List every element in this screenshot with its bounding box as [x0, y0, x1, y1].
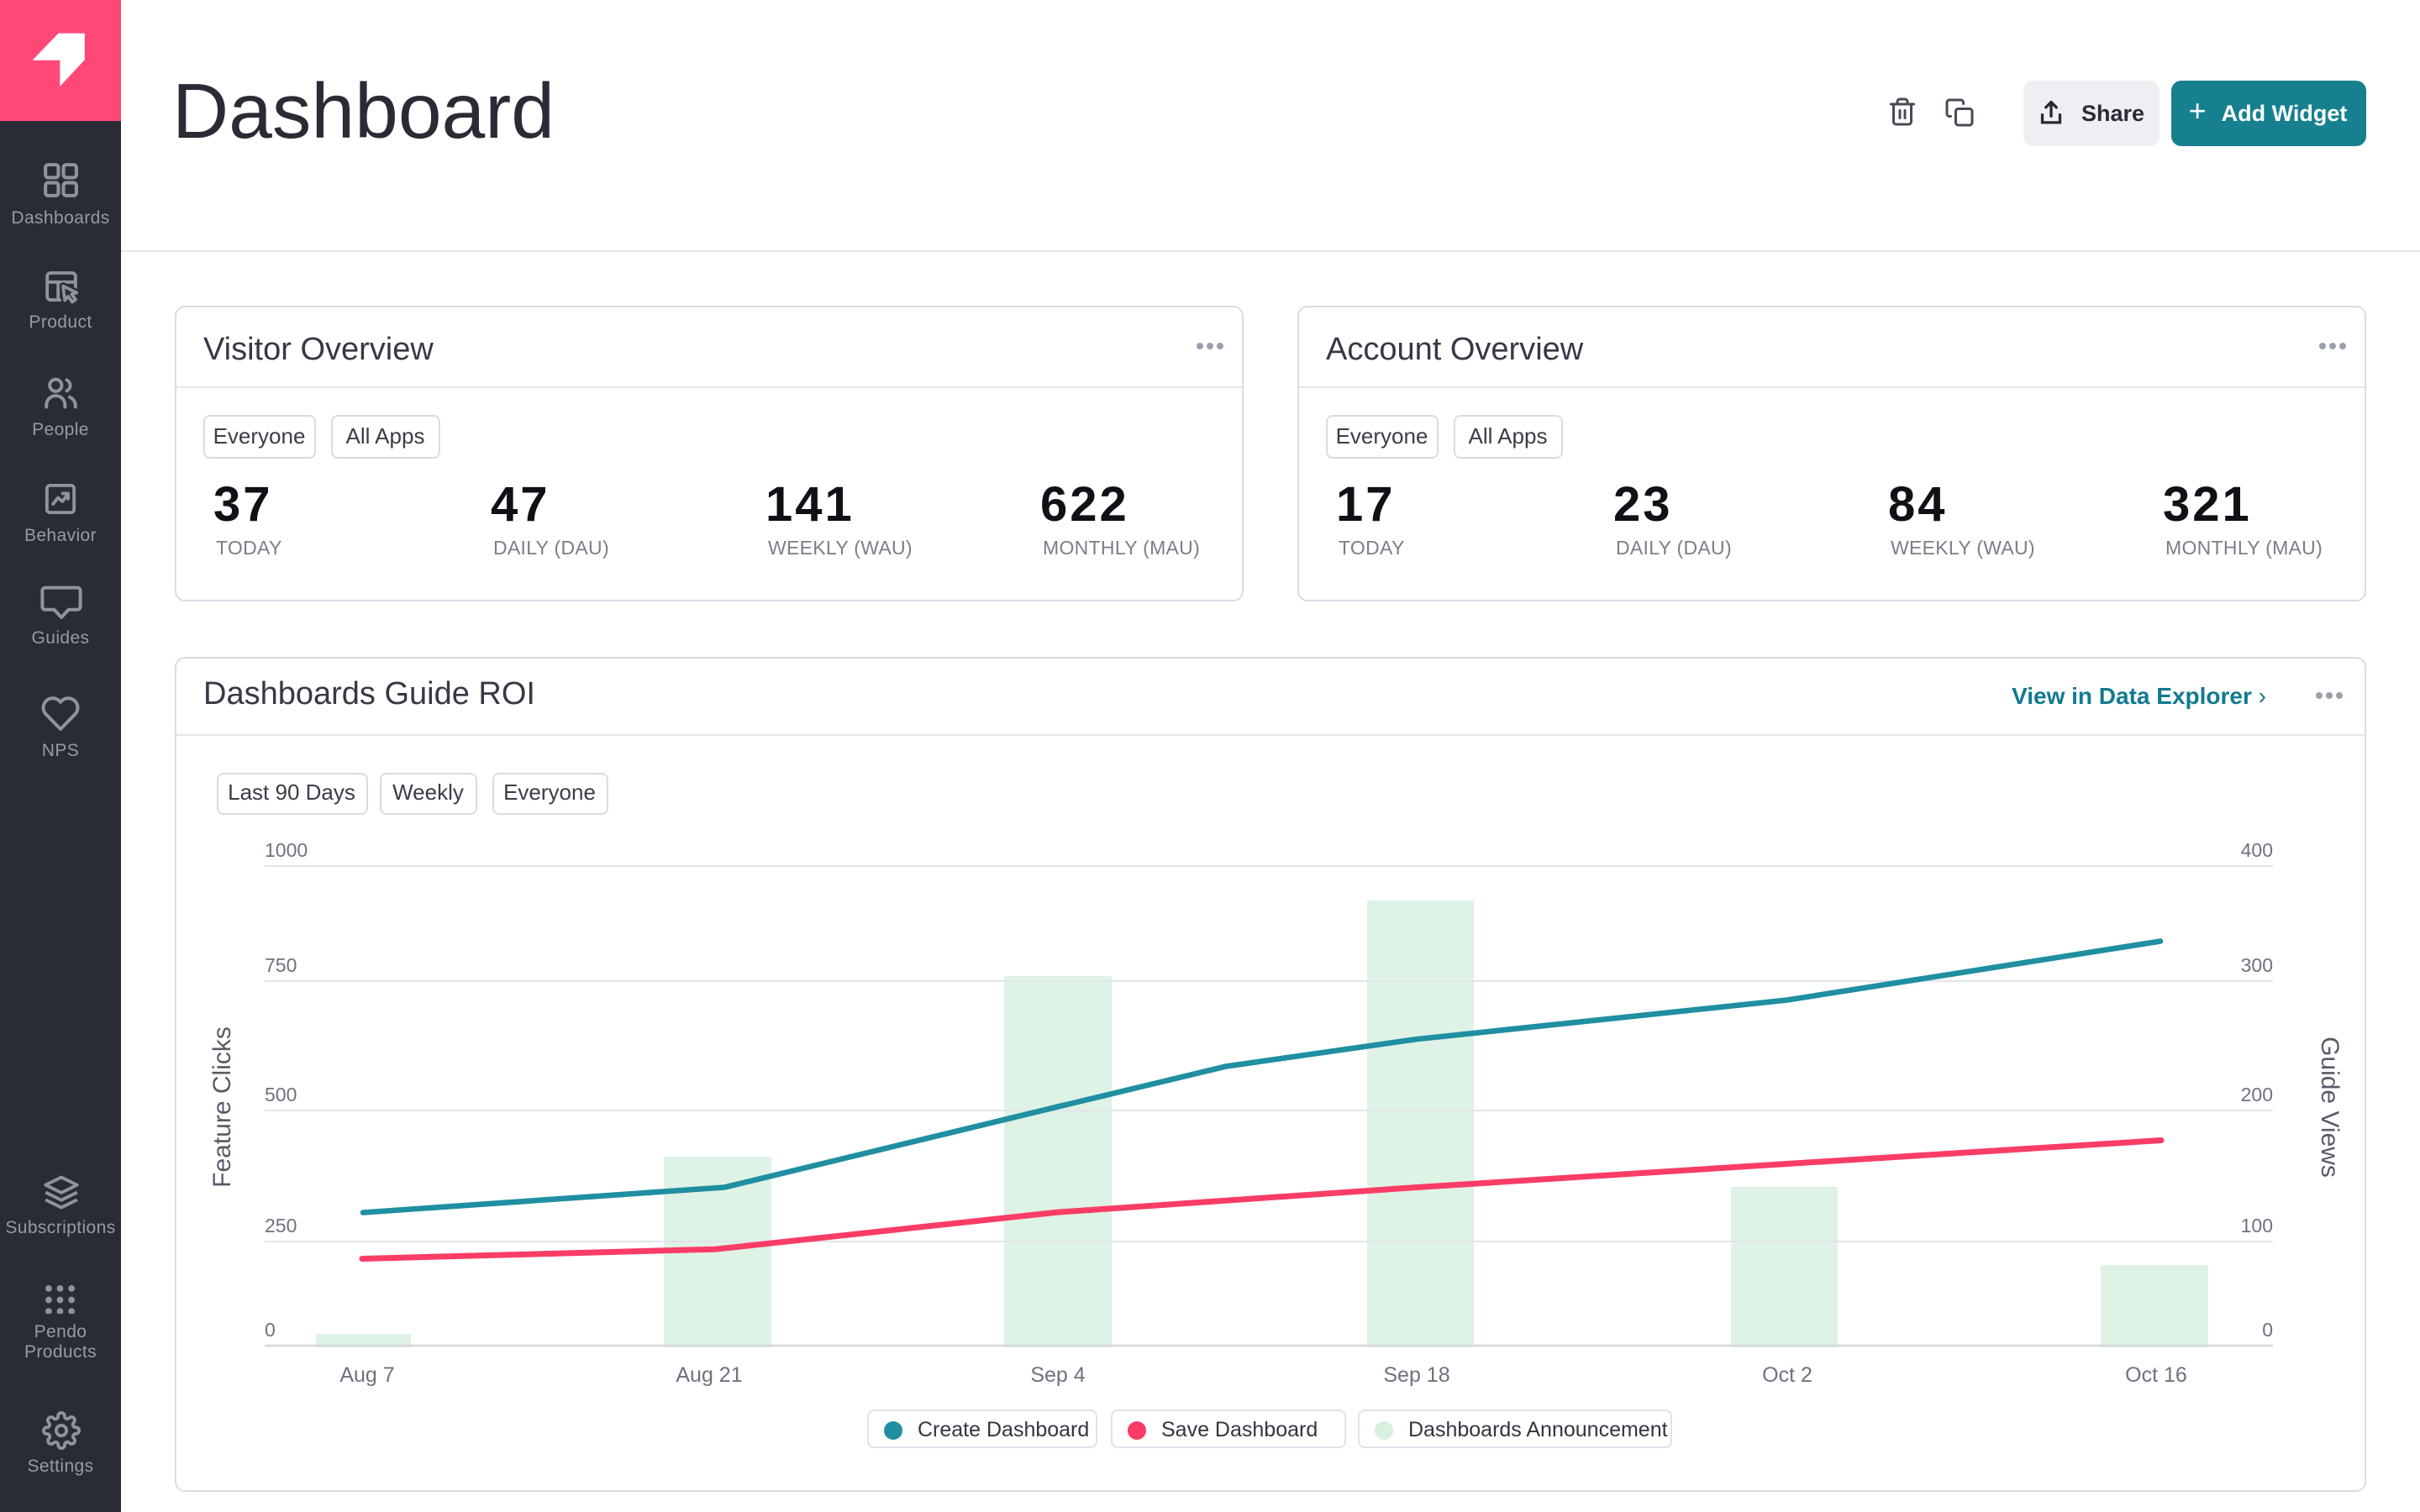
svg-text:750: 750	[265, 953, 297, 975]
svg-text:Feature Clicks: Feature Clicks	[208, 1026, 236, 1187]
svg-text:400: 400	[2241, 838, 2273, 860]
svg-text:100: 100	[2241, 1214, 2273, 1236]
svg-text:250: 250	[265, 1214, 297, 1236]
svg-text:Oct 16: Oct 16	[2125, 1362, 2187, 1386]
svg-text:1000: 1000	[265, 838, 308, 860]
svg-text:Aug 21: Aug 21	[676, 1362, 742, 1386]
svg-text:Guide Views: Guide Views	[2316, 1036, 2344, 1177]
svg-text:300: 300	[2241, 953, 2273, 975]
svg-text:Sep 18: Sep 18	[1383, 1362, 1449, 1386]
svg-text:Aug 7: Aug 7	[339, 1362, 394, 1386]
svg-text:200: 200	[2241, 1083, 2273, 1105]
svg-text:500: 500	[265, 1083, 297, 1105]
svg-text:0: 0	[2262, 1318, 2273, 1340]
svg-text:Sep 4: Sep 4	[1030, 1362, 1085, 1386]
svg-text:Oct 2: Oct 2	[1762, 1362, 1812, 1386]
svg-text:0: 0	[265, 1318, 276, 1340]
